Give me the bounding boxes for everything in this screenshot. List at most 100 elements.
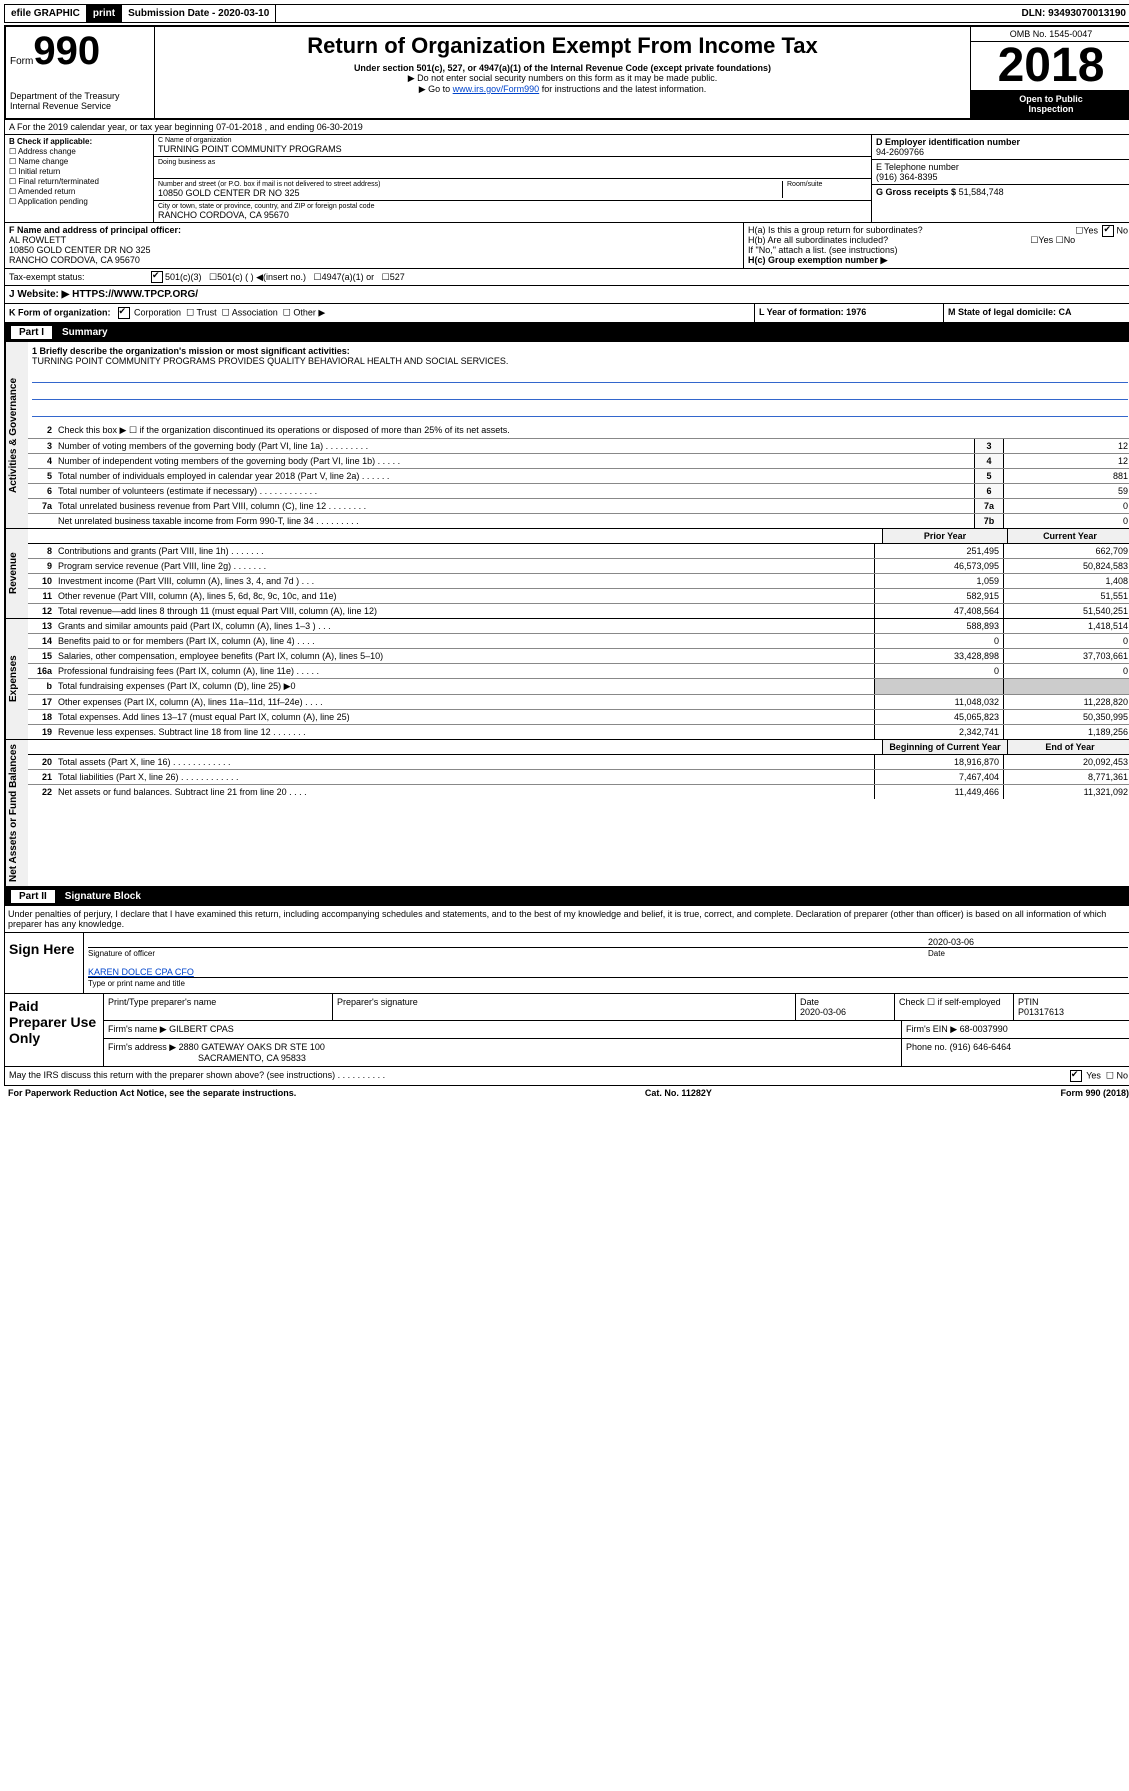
header-sub2: ▶ Do not enter social security numbers o… [159, 73, 966, 84]
line-7a-val: 0 [1003, 499, 1129, 513]
year-formation: L Year of formation: 1976 [755, 304, 944, 322]
begin-year-header: Beginning of Current Year [882, 740, 1007, 754]
paid-preparer-label: Paid Preparer Use Only [5, 994, 104, 1066]
ein-value: 94-2609766 [876, 147, 1128, 157]
cb-initial-return[interactable]: ☐ Initial return [9, 167, 149, 176]
hb-label: H(b) Are all subordinates included? [748, 235, 888, 245]
table-row: 20Total assets (Part X, line 16) . . . .… [28, 755, 1129, 770]
self-employed-check[interactable]: Check ☐ if self-employed [895, 994, 1014, 1020]
officer-name: AL ROWLETT [9, 235, 66, 245]
line-6-val: 59 [1003, 484, 1129, 498]
firm-name: GILBERT CPAS [169, 1024, 234, 1034]
cb-amended[interactable]: ☐ Amended return [9, 187, 149, 196]
footer: For Paperwork Reduction Act Notice, see … [4, 1086, 1129, 1100]
sign-here-label: Sign Here [5, 933, 84, 993]
line-7b-val: 0 [1003, 514, 1129, 528]
side-governance: Activities & Governance [5, 342, 28, 528]
line-4-val: 12 [1003, 454, 1129, 468]
gross-label: G Gross receipts $ [876, 187, 956, 197]
line-2: Check this box ▶ ☐ if the organization d… [54, 423, 1129, 438]
website-url: HTTPS://WWW.TPCP.ORG/ [72, 289, 198, 300]
mission-question: 1 Briefly describe the organization's mi… [32, 346, 1128, 356]
table-row: bTotal fundraising expenses (Part IX, co… [28, 679, 1129, 695]
revenue-section: Revenue Prior YearCurrent Year 8Contribu… [4, 529, 1129, 619]
current-year-header: Current Year [1007, 529, 1129, 543]
form-header: Form 990 Department of the Treasury Inte… [4, 25, 1129, 120]
sign-here-block: Sign Here 2020-03-06 Signature of office… [4, 933, 1129, 994]
signer-name: KAREN DOLCE CPA CFO [88, 967, 194, 977]
part-1-header: Part I Summary [4, 323, 1129, 342]
line-6: Total number of volunteers (estimate if … [54, 484, 974, 498]
city-label: City or town, state or province, country… [158, 203, 867, 210]
cb-application-pending[interactable]: ☐ Application pending [9, 197, 149, 206]
org-address: 10850 GOLD CENTER DR NO 325 [158, 188, 782, 198]
room-label: Room/suite [787, 181, 867, 188]
row-a-period: A For the 2019 calendar year, or tax yea… [4, 120, 1129, 135]
cb-final-return[interactable]: ☐ Final return/terminated [9, 177, 149, 186]
ptin-value: P01317613 [1018, 1007, 1064, 1017]
row-j-website: J Website: ▶ HTTPS://WWW.TPCP.ORG/ [4, 286, 1129, 304]
discuss-yes-checkbox[interactable] [1070, 1070, 1082, 1082]
sig-date-label: Date [928, 949, 1128, 958]
tax-year: 2018 [971, 42, 1129, 90]
table-row: 16aProfessional fundraising fees (Part I… [28, 664, 1129, 679]
col-b-title: B Check if applicable: [9, 137, 149, 146]
irs-link[interactable]: www.irs.gov/Form990 [453, 84, 540, 94]
row-k-l-m: K Form of organization: Corporation ☐ Tr… [4, 304, 1129, 323]
form-number: 990 [33, 31, 100, 71]
officer-addr2: RANCHO CORDOVA, CA 95670 [9, 255, 140, 265]
org-name-label: C Name of organization [158, 137, 867, 144]
col-d-ein: D Employer identification number 94-2609… [872, 135, 1129, 222]
table-row: 10Investment income (Part VIII, column (… [28, 574, 1129, 589]
row-f-h: F Name and address of principal officer:… [4, 223, 1129, 269]
top-bar: efile GRAPHIC print Submission Date - 20… [4, 4, 1129, 23]
preparer-date: 2020-03-06 [800, 1007, 846, 1017]
expenses-section: Expenses 13Grants and similar amounts pa… [4, 619, 1129, 740]
end-year-header: End of Year [1007, 740, 1129, 754]
discuss-row: May the IRS discuss this return with the… [4, 1067, 1129, 1086]
line-5: Total number of individuals employed in … [54, 469, 974, 483]
net-assets-section: Net Assets or Fund Balances Beginning of… [4, 740, 1129, 887]
dln-label: DLN: 93493070013190 [1015, 5, 1129, 22]
table-row: 19Revenue less expenses. Subtract line 1… [28, 725, 1129, 739]
line-7b: Net unrelated business taxable income fr… [54, 514, 974, 528]
header-sub1: Under section 501(c), 527, or 4947(a)(1)… [159, 63, 966, 73]
ha-no-checkbox[interactable] [1102, 225, 1114, 237]
department-label: Department of the Treasury Internal Reve… [10, 91, 150, 111]
ha-label: H(a) Is this a group return for subordin… [748, 225, 923, 235]
table-row: 11Other revenue (Part VIII, column (A), … [28, 589, 1129, 604]
cb-address-change[interactable]: ☐ Address change [9, 147, 149, 156]
table-row: 18Total expenses. Add lines 13–17 (must … [28, 710, 1129, 725]
tax-status-label: Tax-exempt status: [9, 272, 149, 282]
mission-text: TURNING POINT COMMUNITY PROGRAMS PROVIDE… [32, 356, 1128, 366]
side-net-assets: Net Assets or Fund Balances [5, 740, 28, 886]
org-city: RANCHO CORDOVA, CA 95670 [158, 210, 867, 220]
hb-note: If "No," attach a list. (see instruction… [748, 245, 1128, 255]
prior-year-header: Prior Year [882, 529, 1007, 543]
table-row: 13Grants and similar amounts paid (Part … [28, 619, 1129, 634]
print-button[interactable]: print [87, 5, 122, 22]
form-title: Return of Organization Exempt From Incom… [159, 33, 966, 59]
col-b-checkboxes: B Check if applicable: ☐ Address change … [5, 135, 154, 222]
table-row: 9Program service revenue (Part VIII, lin… [28, 559, 1129, 574]
sign-date: 2020-03-06 [928, 937, 974, 947]
cb-corporation[interactable] [118, 307, 130, 319]
firm-ein: 68-0037990 [960, 1024, 1008, 1034]
line-3: Number of voting members of the governin… [54, 439, 974, 453]
gross-value: 51,584,748 [959, 187, 1004, 197]
officer-label: F Name and address of principal officer: [9, 225, 181, 235]
table-row: 12Total revenue—add lines 8 through 11 (… [28, 604, 1129, 618]
cb-name-change[interactable]: ☐ Name change [9, 157, 149, 166]
line-5-val: 881 [1003, 469, 1129, 483]
cb-501c3[interactable] [151, 271, 163, 283]
side-expenses: Expenses [5, 619, 28, 739]
open-public-badge: Open to Public Inspection [971, 90, 1129, 118]
governance-section: Activities & Governance 1 Briefly descri… [4, 342, 1129, 529]
org-name: TURNING POINT COMMUNITY PROGRAMS [158, 144, 867, 154]
side-revenue: Revenue [5, 529, 28, 618]
line-3-val: 12 [1003, 439, 1129, 453]
submission-date: Submission Date - 2020-03-10 [122, 5, 276, 22]
signer-name-label: Type or print name and title [88, 977, 1128, 989]
addr-label: Number and street (or P.O. box if mail i… [158, 181, 782, 188]
perjury-statement: Under penalties of perjury, I declare th… [4, 906, 1129, 933]
